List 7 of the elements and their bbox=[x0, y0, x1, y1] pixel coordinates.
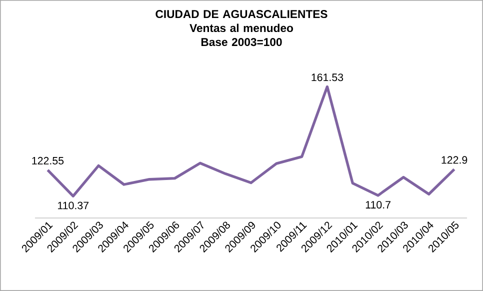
chart-subtitle: Ventas al menudeo Base 2003=100 bbox=[190, 24, 293, 46]
data-label: 122.55 bbox=[32, 156, 64, 164]
data-label: 161.53 bbox=[312, 74, 344, 82]
data-label: 110.37 bbox=[58, 202, 88, 210]
data-label: 122.9 bbox=[442, 156, 468, 164]
data-label: 110.7 bbox=[366, 201, 390, 209]
chart-title: CIUDAD DE AGUASCALIENTES bbox=[156, 10, 328, 18]
